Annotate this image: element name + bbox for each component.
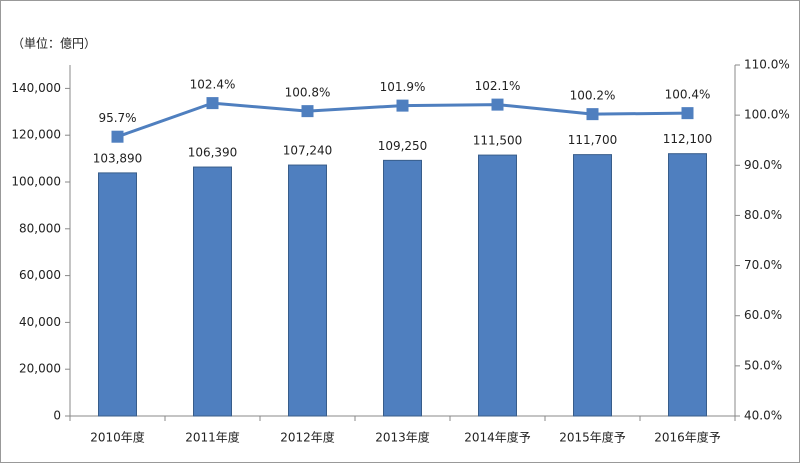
y-tick-label: 80,000: [19, 221, 61, 235]
line-marker: [111, 130, 124, 143]
y-tick-label: 60,000: [19, 268, 61, 282]
x-tick-label: 2013年度: [375, 430, 430, 445]
line-value-label: 100.2%: [570, 89, 616, 103]
x-tick-label: 2015年度予: [559, 430, 626, 445]
line-value-label: 102.4%: [190, 78, 236, 92]
bar: [288, 164, 327, 417]
bar: [573, 154, 612, 417]
y-tick-label: 100,000: [11, 175, 61, 189]
line-marker: [681, 107, 694, 120]
line-marker: [491, 98, 504, 111]
x-tick-label: 2014年度予: [464, 430, 531, 445]
line-value-label: 101.9%: [380, 80, 426, 94]
y2-tick-label: 110.0%: [744, 58, 790, 72]
line-marker: [301, 105, 314, 118]
line-value-label: 95.7%: [98, 111, 136, 125]
x-tick-label: 2016年度予: [654, 430, 721, 445]
unit-note: （単位：億円）: [12, 36, 96, 51]
x-tick-label: 2010年度: [90, 430, 145, 445]
y2-tick-label: 40.0%: [744, 409, 782, 423]
bar-value-label: 106,390: [188, 146, 238, 160]
y2-tick-label: 50.0%: [744, 358, 782, 372]
y2-tick-label: 100.0%: [744, 108, 790, 122]
y2-tick-label: 90.0%: [744, 158, 782, 172]
line-marker: [396, 99, 409, 112]
y-tick-label: 0: [53, 409, 61, 423]
bar: [668, 153, 707, 417]
y2-tick-label: 60.0%: [744, 308, 782, 322]
x-tick-label: 2012年度: [280, 430, 335, 445]
bar-value-label: 107,240: [283, 144, 333, 158]
y2-tick-label: 80.0%: [744, 208, 782, 222]
line-marker: [586, 108, 599, 121]
y-tick-label: 120,000: [11, 128, 61, 142]
bar: [383, 159, 422, 417]
bar-value-label: 112,100: [663, 132, 713, 146]
bar-value-label: 111,700: [568, 133, 618, 147]
y-tick-label: 40,000: [19, 315, 61, 329]
y-tick-label: 20,000: [19, 362, 61, 376]
line-value-label: 100.8%: [285, 86, 331, 100]
line-value-label: 102.1%: [475, 79, 521, 93]
y-tick-label: 140,000: [11, 81, 61, 95]
x-tick-label: 2011年度: [185, 430, 240, 445]
bar: [478, 154, 517, 417]
line-value-label: 100.4%: [665, 88, 711, 102]
bar-value-label: 103,890: [93, 151, 143, 165]
bar-value-label: 111,500: [473, 134, 523, 148]
line-marker: [206, 97, 219, 110]
bar-value-label: 109,250: [378, 139, 428, 153]
y2-tick-label: 70.0%: [744, 258, 782, 272]
bar: [193, 166, 232, 417]
bar: [98, 172, 137, 417]
